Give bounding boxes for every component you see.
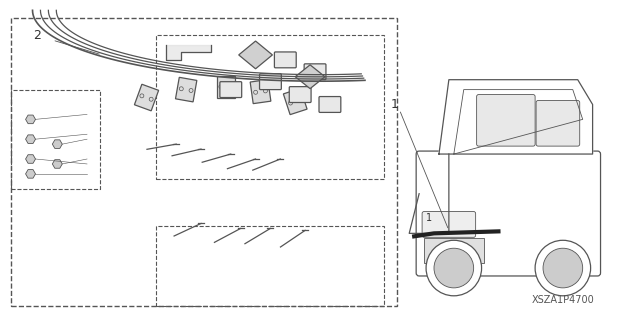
Circle shape (543, 248, 582, 288)
Polygon shape (295, 65, 325, 89)
FancyBboxPatch shape (319, 97, 341, 112)
Polygon shape (52, 140, 62, 148)
Circle shape (535, 240, 591, 296)
Bar (284, 88, 307, 115)
Polygon shape (26, 170, 35, 178)
Bar (134, 84, 159, 111)
FancyBboxPatch shape (220, 82, 242, 98)
Polygon shape (52, 160, 62, 168)
Bar (11, 18, 397, 306)
Text: 1: 1 (390, 98, 398, 111)
Polygon shape (166, 45, 211, 60)
Bar (424, 238, 484, 263)
Polygon shape (26, 115, 35, 124)
FancyBboxPatch shape (304, 64, 326, 80)
Bar (175, 77, 197, 102)
Circle shape (426, 240, 481, 296)
Polygon shape (26, 155, 35, 163)
Bar (250, 79, 271, 104)
Bar (156, 226, 385, 306)
Bar (156, 35, 385, 179)
Polygon shape (239, 41, 273, 69)
Text: 1: 1 (426, 213, 432, 224)
Text: XSZA1P4700: XSZA1P4700 (531, 295, 595, 305)
FancyBboxPatch shape (289, 87, 311, 102)
FancyBboxPatch shape (260, 74, 282, 90)
Polygon shape (26, 135, 35, 144)
Bar (217, 76, 235, 98)
Bar (11, 90, 100, 189)
FancyBboxPatch shape (477, 94, 535, 146)
Text: 2: 2 (33, 29, 42, 41)
FancyBboxPatch shape (422, 211, 476, 237)
Circle shape (434, 248, 474, 288)
FancyBboxPatch shape (536, 100, 580, 146)
FancyBboxPatch shape (275, 52, 296, 68)
FancyBboxPatch shape (416, 151, 600, 276)
Polygon shape (439, 80, 593, 154)
